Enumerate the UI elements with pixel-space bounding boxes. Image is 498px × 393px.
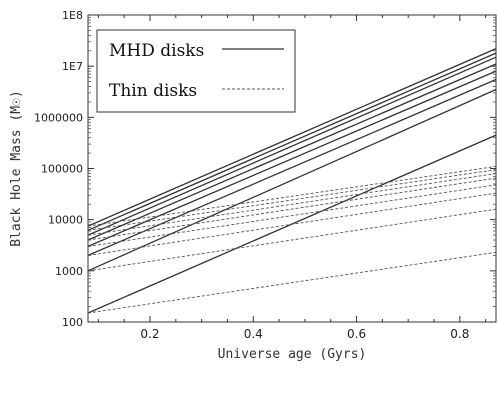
y-tick-label: 100000: [41, 163, 83, 176]
y-tick-label: 1000: [55, 265, 83, 278]
series-line-13: [87, 192, 497, 256]
series-line-11: [87, 177, 497, 241]
series-line-8: [87, 165, 497, 227]
series-line-1: [87, 52, 497, 231]
y-tick-label: 10000: [48, 214, 83, 227]
series-line-3: [87, 63, 497, 241]
series-line-2: [87, 56, 497, 236]
series-line-14: [87, 208, 497, 272]
x-tick-label: 0.6: [347, 327, 366, 341]
y-axis-label: Black Hole Mass (M☉): [9, 90, 24, 247]
legend-box: [96, 29, 296, 113]
y-tick-label: 1000000: [34, 111, 83, 124]
legend-label-thin: Thin disks: [109, 81, 197, 101]
series-line-5: [87, 78, 497, 256]
series-line-15: [87, 251, 497, 314]
x-tick-label: 0.4: [244, 327, 263, 341]
ticks-layer: 100 1000 10000 100000 1000000 1E7 1E8 0.2 0.4 0.6…: [34, 9, 496, 341]
x-axis-label: Universe age (Gyrs): [218, 347, 367, 362]
series-line-10: [87, 173, 497, 236]
x-tick-label: 0.8: [450, 327, 469, 341]
series-line-9: [87, 169, 497, 231]
series-line-0: [87, 48, 497, 227]
y-tick-label: 1E8: [62, 9, 83, 22]
legend: MHD disks Thin disks: [96, 29, 296, 113]
y-tick-label: 1E7: [62, 60, 83, 73]
y-tick-label: 100: [62, 316, 83, 329]
legend-label-mhd: MHD disks: [109, 41, 204, 61]
series-layer: [87, 48, 497, 314]
series-line-12: [87, 184, 497, 247]
series-line-6: [87, 88, 497, 272]
x-tick-label: 0.2: [140, 327, 159, 341]
series-line-4: [87, 70, 497, 247]
